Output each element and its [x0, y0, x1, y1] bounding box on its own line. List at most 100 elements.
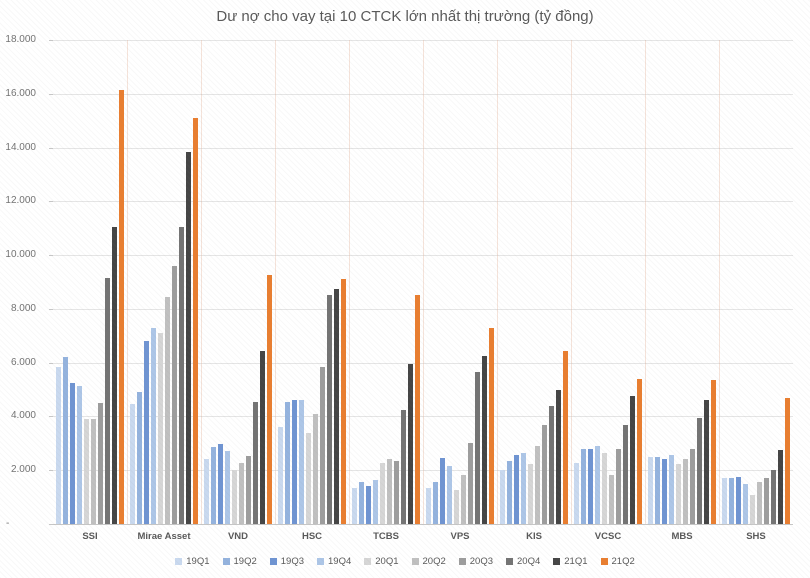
gridline: [53, 470, 793, 472]
bar: [306, 433, 311, 524]
axis-tick: [49, 308, 53, 310]
category-boundary-line: [349, 40, 350, 524]
bar: [119, 89, 124, 524]
bar: [105, 277, 110, 524]
legend-label: 21Q1: [564, 556, 588, 567]
axis-tick: [49, 255, 53, 257]
legend-swatch: [553, 558, 561, 565]
bar: [56, 366, 61, 524]
bar: [637, 378, 642, 524]
bar: [690, 448, 695, 524]
bar: [151, 327, 156, 524]
bar: [179, 226, 184, 524]
bar: [549, 405, 554, 524]
bar: [352, 487, 357, 524]
bar: [521, 453, 526, 524]
bar: [630, 396, 635, 524]
bar: [341, 279, 346, 524]
legend-swatch: [600, 558, 608, 565]
bar: [225, 450, 230, 524]
bar: [158, 333, 163, 524]
bar: [186, 151, 191, 524]
legend-label: 20Q4: [517, 556, 541, 567]
bar: [722, 478, 727, 524]
axis-tick: [49, 524, 53, 525]
x-axis-label: SHS: [746, 531, 766, 542]
gridline: [53, 147, 793, 149]
y-axis-tick-label: 6.000: [10, 356, 36, 368]
bar: [764, 478, 769, 524]
y-axis-tick-label: 8.000: [10, 302, 36, 314]
bar: [669, 455, 674, 524]
axis-tick: [49, 147, 53, 149]
legend-swatch: [364, 558, 372, 565]
bar: [785, 397, 790, 524]
legend-label: 19Q1: [186, 556, 210, 567]
bar: [401, 409, 406, 524]
gridline: [53, 255, 793, 257]
bar: [556, 389, 561, 524]
bar: [112, 226, 117, 524]
bar: [440, 458, 445, 524]
axis-tick: [49, 93, 53, 95]
bar: [63, 357, 68, 524]
bar: [507, 460, 512, 524]
bar: [743, 484, 748, 524]
bar: [285, 401, 290, 524]
bar: [475, 371, 480, 524]
bar: [528, 464, 533, 524]
legend-item: 20Q3: [458, 556, 493, 567]
x-axis-label: TCBS: [373, 531, 399, 542]
bar-group: [423, 40, 497, 524]
legend-item: 20Q1: [364, 556, 399, 567]
legend-label: 21Q2: [611, 556, 635, 567]
y-axis-tick-label: 10.000: [5, 249, 36, 261]
axis-tick: [49, 416, 53, 418]
legend-swatch: [222, 558, 230, 565]
bar: [609, 475, 614, 524]
category-boundary-line: [645, 40, 646, 524]
y-axis-tick-label: 4.000: [10, 410, 36, 422]
gridline: [53, 40, 793, 41]
bar: [394, 460, 399, 524]
bar: [253, 401, 258, 524]
bar: [320, 366, 325, 524]
bar-group: [719, 40, 793, 524]
x-axis: SSI Mirae Asset VND HSC TCBS VPS KIS VCSC MBS SHS: [53, 531, 793, 542]
legend-label: 20Q2: [422, 556, 446, 567]
bar: [70, 382, 75, 524]
bar: [137, 392, 142, 524]
bar: [172, 265, 177, 524]
bar: [84, 419, 89, 524]
gridline: [53, 416, 793, 418]
bar-group: [127, 40, 201, 524]
legend-swatch: [175, 558, 183, 565]
bar: [574, 462, 579, 524]
y-axis-tick-label: 2.000: [10, 464, 36, 476]
legend-swatch: [317, 558, 324, 565]
bar: [588, 448, 593, 524]
bar: [91, 419, 96, 524]
bar: [373, 479, 378, 524]
legend-item: 19Q2: [222, 556, 257, 567]
chart-title: Dư nợ cho vay tại 10 CTCK lớn nhất thị t…: [216, 8, 594, 25]
bar: [655, 456, 660, 524]
gridline: [53, 308, 793, 310]
bar: [366, 486, 371, 524]
bar: [616, 448, 621, 524]
legend-item: 20Q2: [411, 556, 446, 567]
bar: [602, 452, 607, 524]
bar: [563, 350, 568, 524]
bar: [711, 380, 716, 524]
legend-item: 21Q1: [553, 556, 588, 567]
bar: [426, 488, 431, 524]
bar: [313, 414, 318, 524]
legend-swatch: [411, 558, 419, 565]
legend-item: 19Q4: [317, 556, 351, 567]
legend-label: 19Q4: [328, 556, 352, 567]
legend: 19Q1 19Q2 19Q3 19Q4 20Q1 20Q2 20Q3 20Q4 21Q1 21Q2: [0, 556, 810, 567]
x-axis-label: VPS: [450, 531, 470, 542]
bar: [729, 478, 734, 524]
bar: [468, 443, 473, 524]
